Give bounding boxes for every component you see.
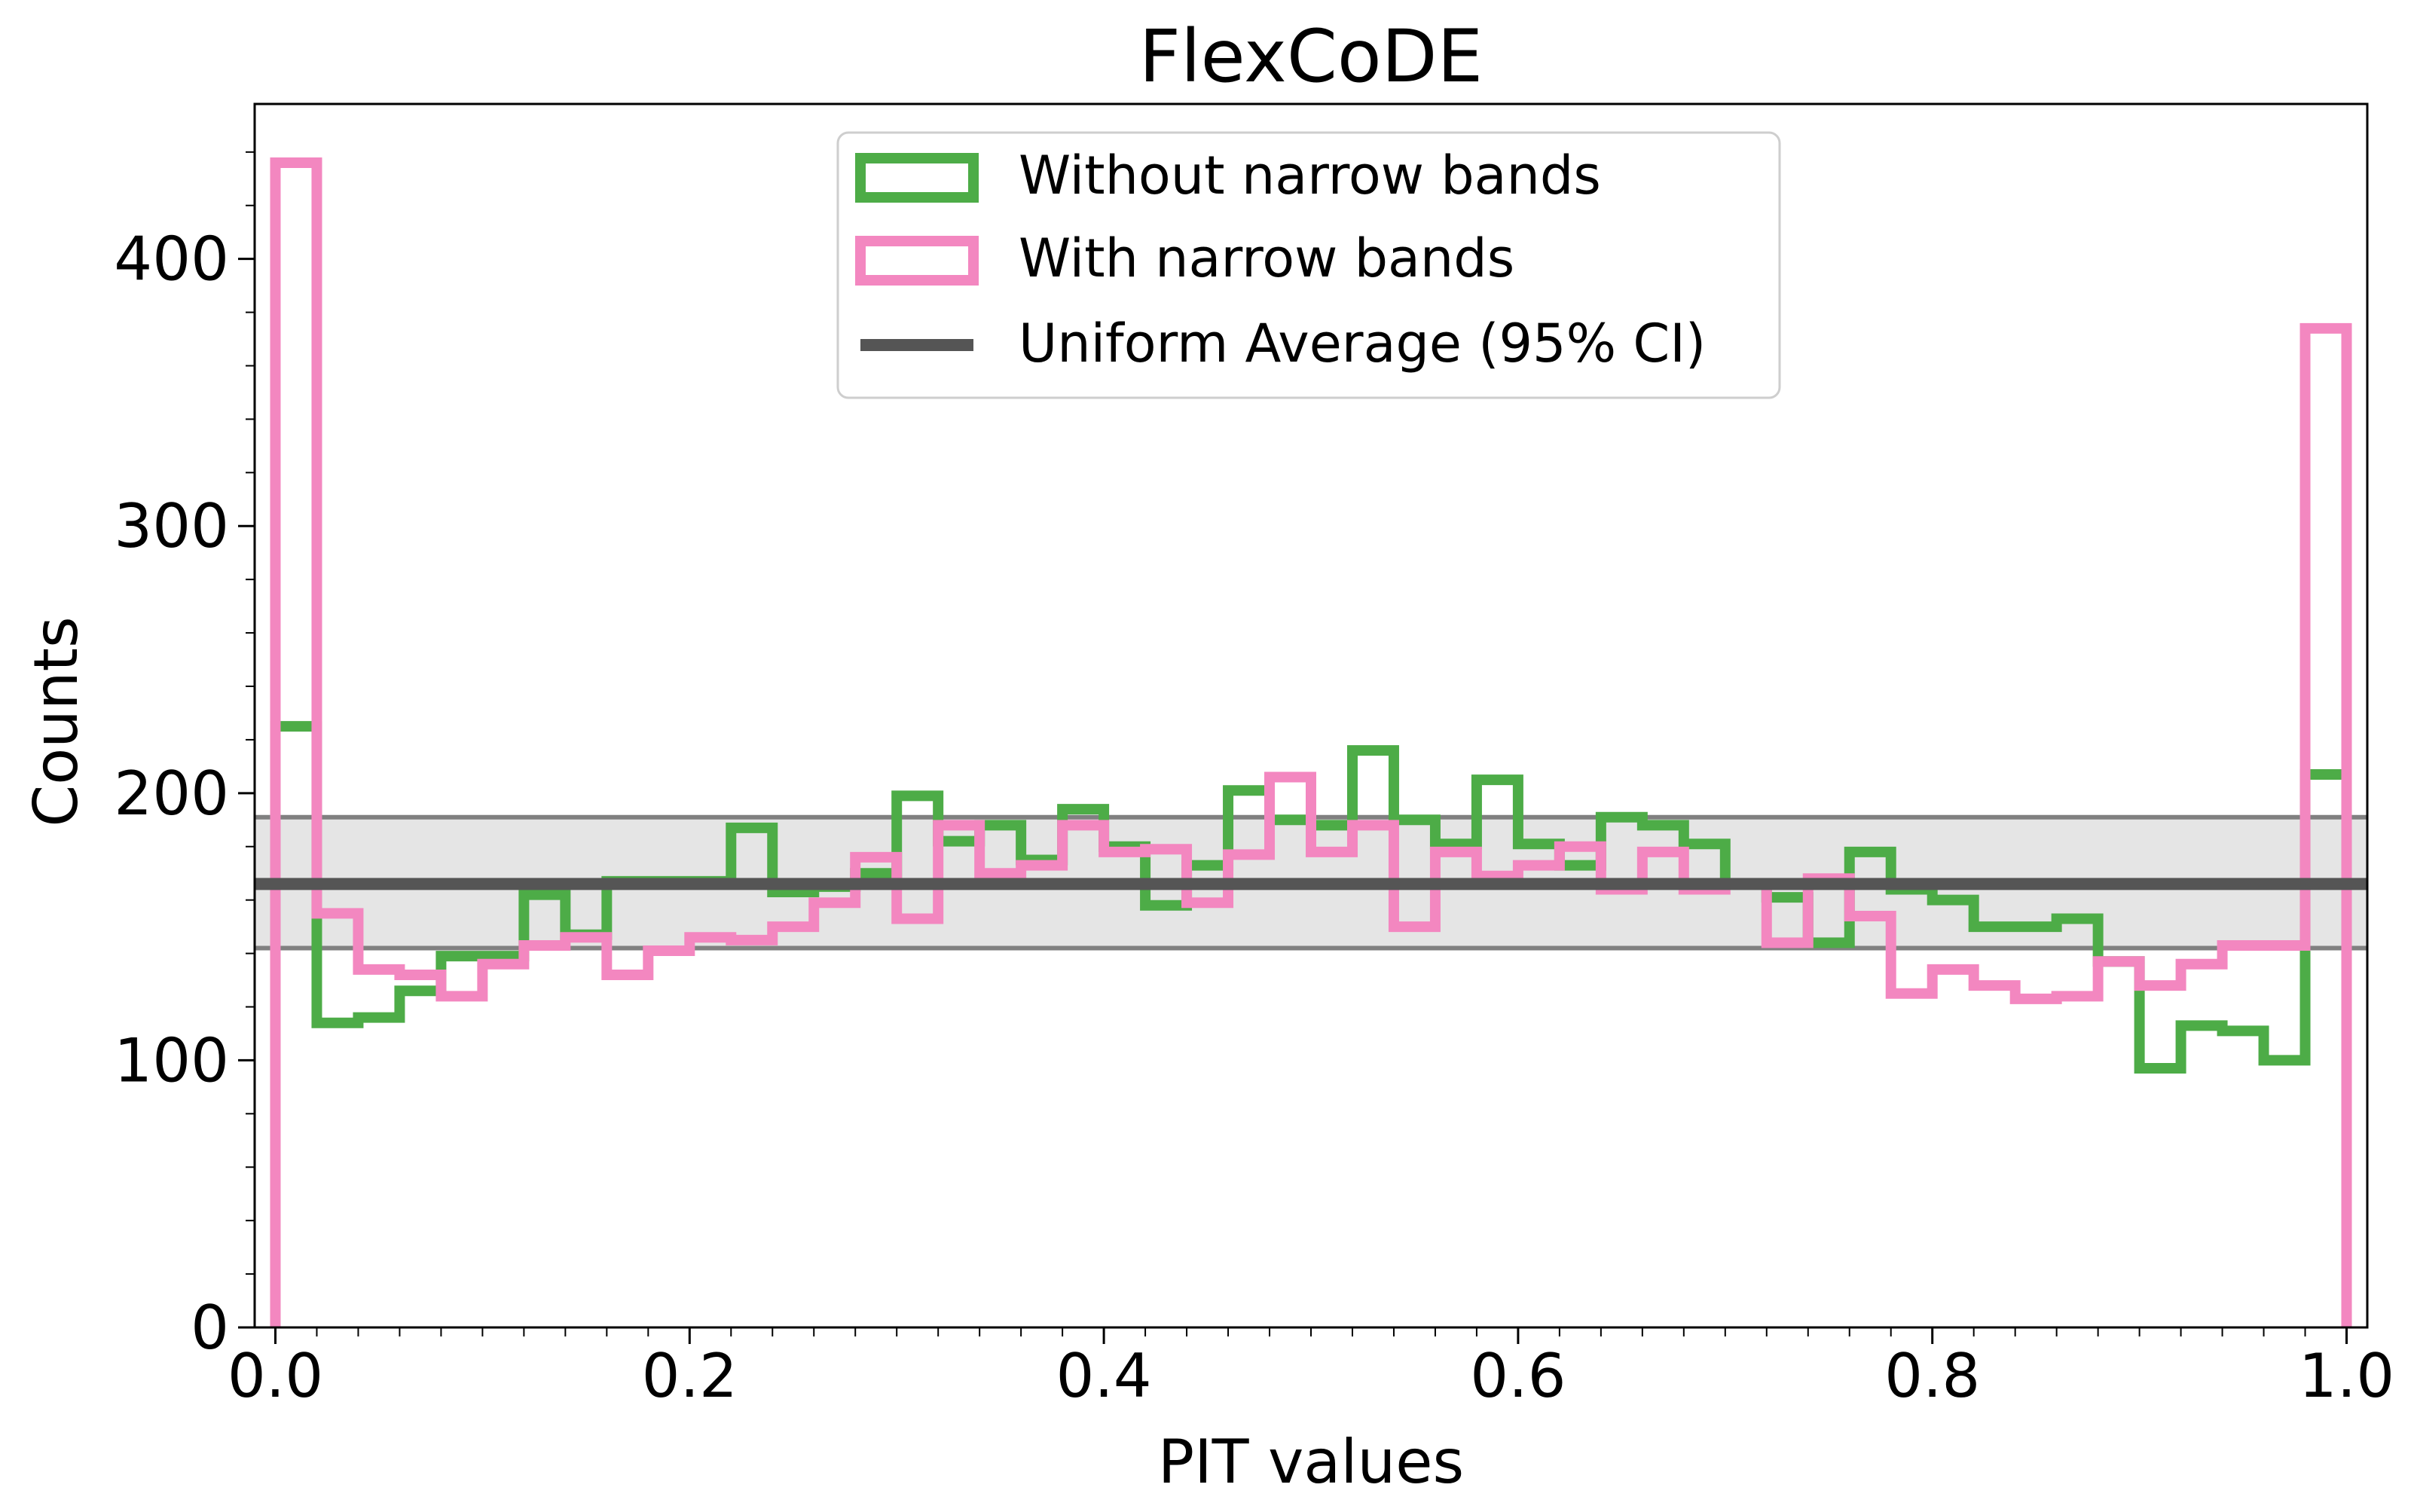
y-axis-label: Counts	[21, 616, 91, 826]
x-tick-label: 1.0	[2299, 1341, 2394, 1411]
legend-label-with-narrow-bands: With narrow bands	[1019, 228, 1514, 289]
x-tick-label: 0.2	[642, 1341, 738, 1411]
x-axis-label: PIT values	[1158, 1427, 1464, 1497]
x-tick-label: 0.4	[1056, 1341, 1151, 1411]
y-tick-label: 400	[114, 225, 229, 295]
legend: Without narrow bands With narrow bands U…	[836, 131, 1781, 399]
histogram-step-with-narrow-bands	[270, 157, 2352, 1327]
x-tick-label: 0.6	[1470, 1341, 1566, 1411]
legend-swatch-without-narrow-bands	[855, 153, 979, 203]
y-tick-label: 300	[114, 491, 229, 561]
plot-area: 0.0 0.2 0.4 0.6 0.8 1.0 0 100 200 300 400	[114, 102, 2394, 1411]
legend-frame	[836, 131, 1781, 399]
y-tick-label: 100	[114, 1025, 229, 1095]
x-tick-label: 0.8	[1884, 1341, 1980, 1411]
y-tick-label: 200	[114, 759, 229, 829]
legend-label-uniform-average: Uniform Average (95% CI)	[1019, 313, 1706, 374]
legend-swatch-with-narrow-bands	[855, 236, 979, 286]
chart-title: FlexCoDE	[1139, 14, 1483, 99]
x-tick-label: 0.0	[228, 1341, 323, 1411]
legend-label-without-narrow-bands: Without narrow bands	[1019, 145, 1601, 206]
y-tick-label: 0	[191, 1293, 229, 1363]
